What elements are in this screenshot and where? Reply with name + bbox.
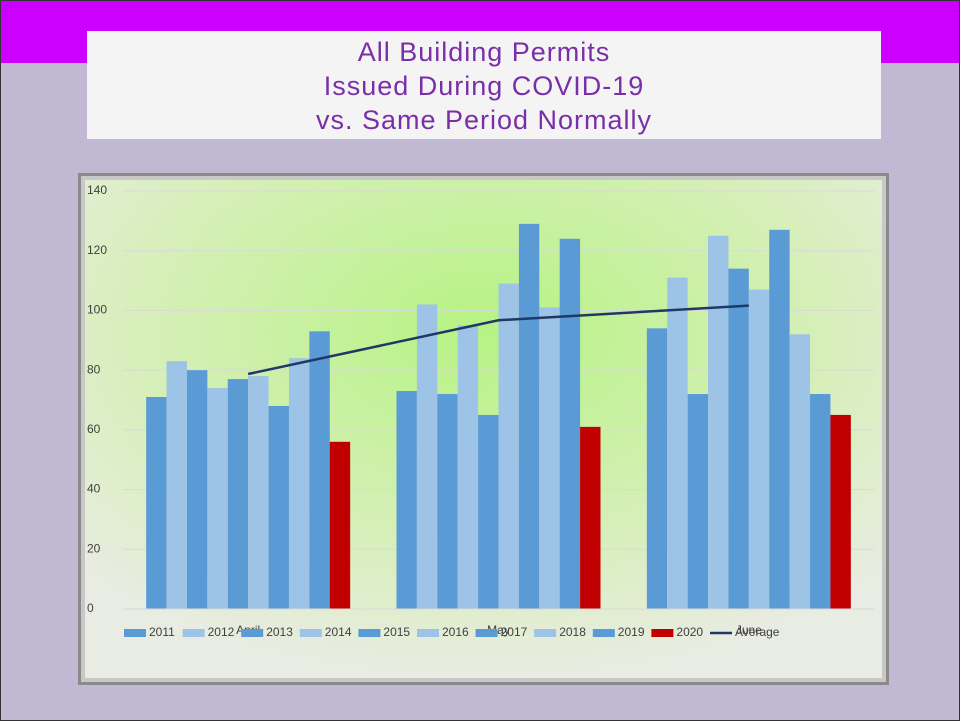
legend-label: 2017 — [501, 625, 528, 639]
bar — [810, 394, 831, 609]
legend-swatch — [241, 629, 264, 637]
bar — [580, 426, 601, 609]
legend-label: 2013 — [266, 625, 293, 639]
bar — [309, 331, 330, 609]
legend-swatch — [651, 629, 674, 637]
y-tick-label: 140 — [87, 183, 107, 197]
bar — [728, 268, 749, 609]
y-tick-label: 20 — [87, 541, 101, 555]
bar — [708, 235, 729, 610]
legend-label: 2020 — [676, 625, 703, 639]
title-box: All Building Permits Issued During COVID… — [87, 31, 881, 139]
bar — [248, 376, 269, 609]
legend-swatch — [299, 629, 322, 637]
bar — [396, 391, 417, 609]
legend-swatch — [124, 629, 146, 637]
title-line: Issued During COVID-19 — [323, 71, 645, 101]
y-tick-label: 100 — [87, 303, 107, 317]
legend-label: 2012 — [208, 625, 235, 639]
y-tick-label: 40 — [87, 482, 101, 496]
legend-label: 2016 — [442, 625, 469, 639]
y-tick-label: 120 — [87, 243, 107, 257]
legend-label: 2015 — [383, 625, 410, 639]
bar — [769, 229, 790, 610]
legend-label: 2019 — [618, 625, 645, 639]
bar — [166, 361, 187, 609]
bar — [789, 334, 811, 609]
y-tick-label: 0 — [87, 601, 94, 615]
bar — [207, 388, 228, 609]
bar — [539, 307, 560, 609]
bar — [498, 283, 519, 609]
bar — [478, 414, 499, 609]
legend-label: 2014 — [325, 625, 352, 639]
legend-swatch — [592, 629, 615, 637]
legend-label: Average — [735, 625, 780, 639]
x-tick-label: June — [736, 623, 762, 637]
title-line: All Building Permits — [357, 37, 611, 67]
legend-swatch — [417, 629, 439, 637]
legend-swatch — [534, 629, 557, 637]
bar — [518, 223, 540, 610]
bar — [748, 289, 770, 609]
legend-label: 2018 — [559, 625, 586, 639]
y-tick-label: 80 — [87, 362, 101, 376]
bar — [687, 394, 709, 609]
legend-swatch — [358, 629, 381, 637]
legend-swatch — [182, 629, 205, 637]
bar — [227, 379, 249, 609]
title-line: vs. Same Period Normally — [315, 105, 653, 135]
bar — [186, 370, 208, 609]
y-tick-label: 60 — [87, 422, 101, 436]
bar — [646, 328, 668, 609]
bar — [437, 394, 458, 609]
bar — [830, 414, 851, 609]
bar — [268, 405, 289, 609]
bar — [288, 358, 310, 609]
legend-label: 2011 — [149, 625, 175, 639]
bar — [559, 238, 581, 609]
legend-swatch — [475, 629, 498, 637]
bar — [416, 304, 438, 609]
bar — [329, 441, 351, 609]
bar — [146, 397, 167, 609]
bar — [667, 277, 688, 609]
average-line — [247, 304, 749, 376]
bar — [457, 325, 479, 609]
